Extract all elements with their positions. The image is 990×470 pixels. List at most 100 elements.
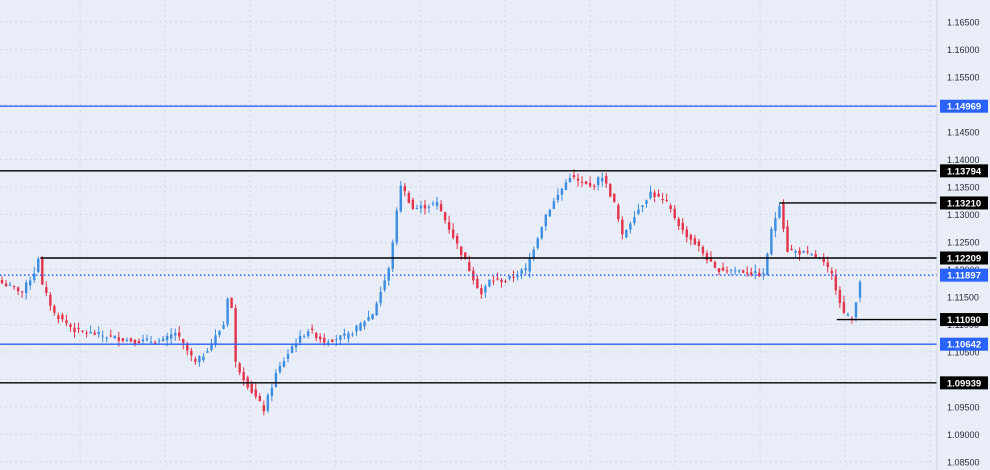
y-tick-label: 1.14500 (947, 128, 980, 138)
candle-down (45, 287, 48, 293)
candle-down (133, 339, 137, 344)
y-tick-label: 1.12500 (947, 238, 980, 248)
y-tick-label: 1.09000 (947, 430, 980, 440)
candle-up (339, 335, 342, 340)
candle-up (125, 339, 129, 341)
candle-up (520, 269, 523, 274)
candle-down (323, 337, 326, 343)
candle-down (741, 270, 745, 273)
candle-up (633, 217, 636, 224)
candle-up (351, 334, 354, 336)
candle-down (681, 222, 684, 230)
candle-down (81, 330, 84, 332)
candle-down (476, 278, 479, 289)
candle-up (733, 270, 737, 272)
candle-up (427, 206, 431, 208)
candle-down (65, 320, 68, 324)
candle-down (496, 278, 499, 280)
candle-down (689, 234, 693, 240)
candle-down (814, 254, 817, 258)
candle-down (842, 302, 846, 313)
candle-down (16, 287, 20, 292)
candle-down (617, 205, 620, 220)
candle-up (766, 253, 769, 275)
candle-up (306, 331, 310, 337)
candle-up (379, 291, 382, 304)
candle-down (584, 181, 588, 185)
candle-up (600, 178, 604, 182)
candle-down (701, 246, 705, 254)
candle-down (230, 297, 233, 308)
candle-down (178, 332, 181, 337)
candle-down (838, 290, 842, 304)
candle-up (737, 270, 741, 272)
candle-down (693, 238, 697, 245)
y-tick-label: 1.16500 (947, 18, 980, 28)
level-label-box (940, 337, 988, 351)
candle-up (298, 335, 302, 343)
candle-down (576, 178, 580, 181)
candle-down (234, 308, 237, 362)
candle-down (73, 327, 76, 333)
candle-down (500, 279, 503, 283)
candle-up (286, 353, 290, 359)
candle-down (750, 272, 753, 275)
candle-up (419, 205, 423, 209)
candle-up (508, 275, 511, 279)
candle-up (282, 361, 286, 367)
level-label-box (940, 99, 988, 113)
candle-down (464, 252, 467, 260)
candle-down (677, 218, 680, 227)
candle-up (327, 342, 330, 344)
candle-down (4, 283, 8, 287)
candle-up (854, 302, 858, 318)
candle-down (77, 328, 80, 330)
candle-down (451, 229, 455, 238)
candle-up (214, 335, 217, 344)
candle-up (218, 331, 221, 336)
candle-up (270, 387, 274, 396)
candle-up (383, 280, 386, 290)
candle-down (443, 212, 447, 221)
candle-down (705, 253, 709, 261)
candle-down (746, 272, 749, 274)
candle-up (355, 325, 358, 332)
candle-down (798, 250, 801, 255)
y-tick-label: 1.13000 (947, 210, 980, 220)
candle-down (621, 219, 624, 235)
candle-up (89, 331, 92, 334)
candle-up (174, 333, 177, 336)
candle-up (202, 356, 205, 361)
level-label: 1.11090 (947, 315, 981, 326)
candle-up (802, 250, 805, 253)
candle-up (524, 268, 527, 271)
candle-up (528, 257, 531, 272)
candle-up (343, 333, 346, 336)
candle-down (242, 371, 245, 381)
candle-down (423, 205, 427, 209)
y-tick-label: 1.14000 (947, 155, 980, 165)
level-label: 1.12209 (947, 254, 981, 265)
candle-down (109, 335, 112, 337)
candle-up (371, 314, 374, 320)
grid (0, 0, 937, 470)
candle-down (153, 342, 157, 344)
level-label: 1.09939 (947, 378, 981, 389)
candle-up (363, 321, 366, 327)
candle-up (641, 205, 644, 207)
candle-up (198, 356, 201, 363)
candle-down (61, 314, 64, 320)
candle-down (592, 185, 596, 187)
candle-up (488, 279, 491, 287)
candle-up (810, 254, 813, 256)
candle-up (516, 275, 519, 277)
candle-down (758, 272, 761, 277)
candle-up (359, 323, 362, 331)
candle-down (250, 383, 253, 393)
candle-down (504, 280, 507, 282)
candle-down (57, 315, 60, 320)
candle-up (399, 185, 402, 212)
candle-down (782, 203, 785, 229)
